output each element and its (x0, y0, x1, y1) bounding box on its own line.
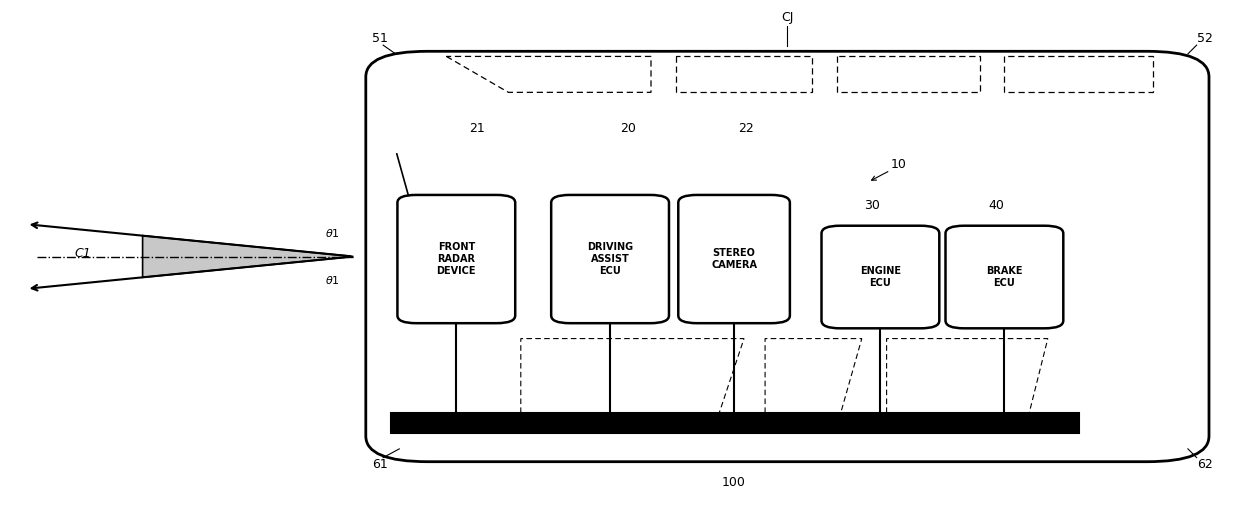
Text: STEREO
CAMERA: STEREO CAMERA (711, 248, 758, 270)
Text: 52: 52 (1197, 32, 1213, 45)
Text: C1: C1 (74, 247, 92, 261)
Text: 30: 30 (864, 199, 880, 212)
Polygon shape (143, 235, 353, 278)
Text: $\theta$1: $\theta$1 (325, 227, 340, 240)
Text: 61: 61 (372, 458, 388, 471)
Text: DRIVING
ASSIST
ECU: DRIVING ASSIST ECU (587, 242, 634, 277)
Text: $\theta$1: $\theta$1 (325, 273, 340, 286)
FancyBboxPatch shape (946, 226, 1063, 328)
Text: FRONT
RADAR
DEVICE: FRONT RADAR DEVICE (436, 242, 476, 277)
FancyBboxPatch shape (552, 195, 670, 323)
Text: 22: 22 (738, 122, 754, 135)
FancyBboxPatch shape (821, 226, 940, 328)
Text: 62: 62 (1197, 458, 1213, 471)
Text: CJ: CJ (781, 11, 794, 25)
Text: 40: 40 (988, 199, 1004, 212)
Text: 51: 51 (372, 32, 388, 45)
Text: ENGINE
ECU: ENGINE ECU (859, 266, 901, 288)
FancyBboxPatch shape (678, 195, 790, 323)
Text: 10: 10 (890, 157, 906, 171)
Text: 21: 21 (469, 122, 485, 135)
Text: 20: 20 (620, 122, 636, 135)
Bar (391, 413, 1079, 433)
Text: BRAKE
ECU: BRAKE ECU (986, 266, 1023, 288)
FancyBboxPatch shape (397, 195, 516, 323)
FancyBboxPatch shape (366, 51, 1209, 462)
Text: 100: 100 (722, 476, 746, 489)
